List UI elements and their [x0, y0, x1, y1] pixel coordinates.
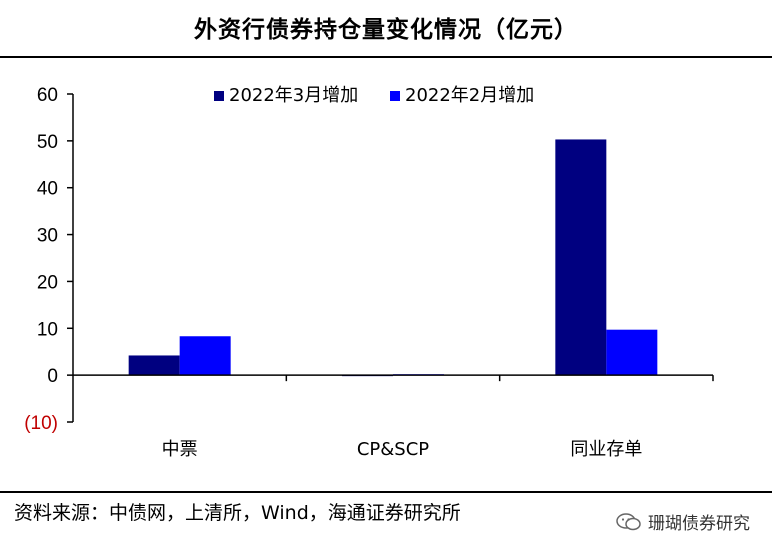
y-tick-label: 20 [37, 272, 58, 293]
x-tick-label: CP&SCP [357, 439, 429, 460]
x-tick-label: 中票 [162, 439, 198, 460]
y-tick-label: 10 [37, 319, 58, 340]
footer-divider [0, 491, 772, 493]
legend-swatch-2 [390, 91, 400, 101]
bar-1-3 [555, 139, 607, 376]
source-note: 资料来源：中债网，上清所，Wind，海通证券研究所 [14, 502, 461, 524]
y-tick-label: (10) [24, 413, 58, 434]
bar-1-1 [128, 355, 180, 376]
bar-2-1 [179, 336, 231, 376]
watermark: 珊瑚债券研究 [616, 509, 750, 534]
legend-label-1: 2022年3月增加 [229, 85, 358, 106]
title-divider [0, 56, 772, 58]
bar-2-3 [606, 329, 658, 376]
watermark-label: 珊瑚债券研究 [648, 514, 750, 534]
y-tick-label: 30 [37, 226, 58, 247]
y-tick-label: 50 [37, 132, 58, 153]
legend-label-2: 2022年2月增加 [405, 85, 534, 106]
y-tick-label: 60 [37, 85, 58, 106]
chart-title: 外资行债券持仓量变化情况（亿元） [194, 17, 578, 43]
x-tick-label: 同业存单 [570, 439, 642, 460]
wechat-icon [616, 512, 641, 530]
title-band: 外资行债券持仓量变化情况（亿元） [0, 0, 772, 54]
legend-swatch-1 [214, 91, 224, 101]
bar-chart: 中票 CP&SCP 同业存单 (10) 0 10 20 30 40 50 60 2022年3月增加 20… [24, 85, 714, 460]
y-tick-label: 0 [47, 366, 58, 387]
y-tick-label: 40 [37, 179, 58, 200]
